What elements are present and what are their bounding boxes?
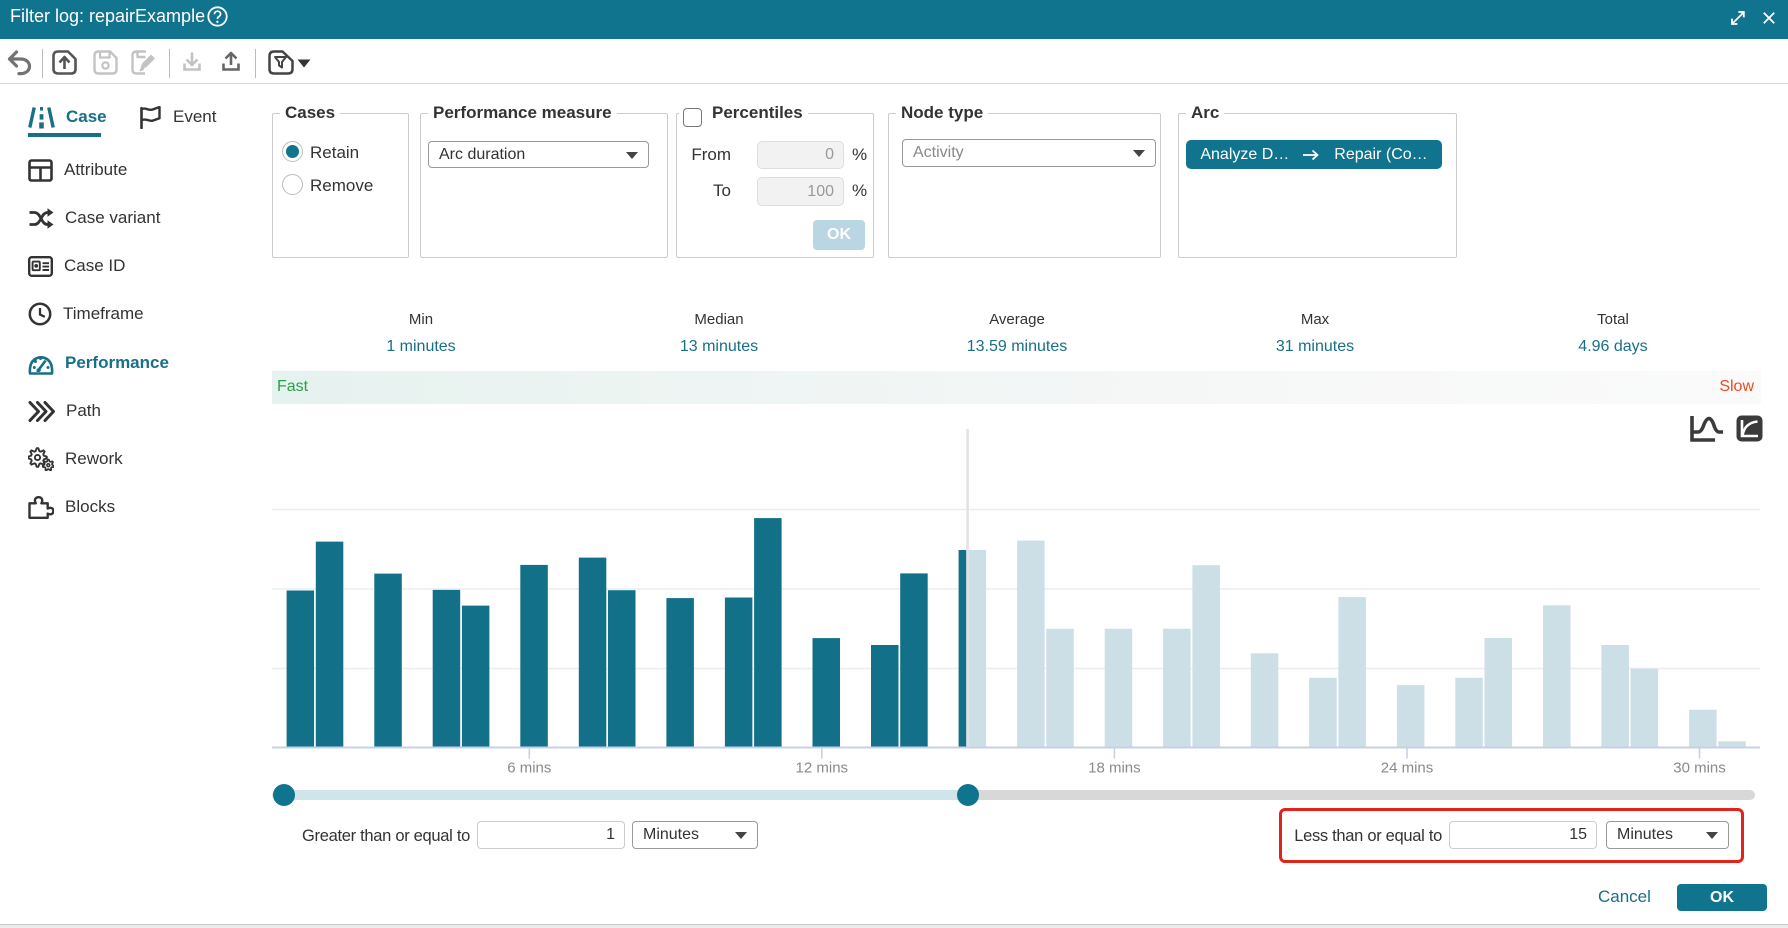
svg-text:30 mins: 30 mins <box>1673 760 1726 777</box>
svg-text:6 mins: 6 mins <box>507 760 551 777</box>
svg-text:12 mins: 12 mins <box>796 760 849 777</box>
svg-text:24 mins: 24 mins <box>1381 760 1434 777</box>
svg-text:18 mins: 18 mins <box>1088 760 1141 777</box>
